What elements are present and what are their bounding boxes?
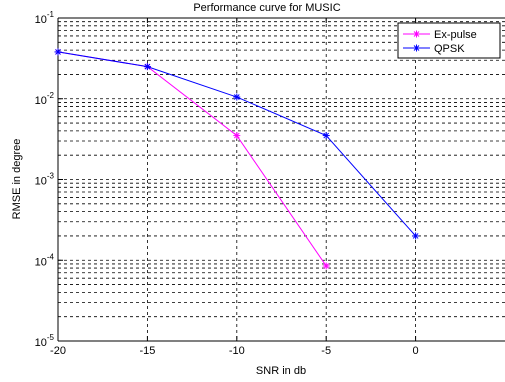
x-axis-label: SNR in db bbox=[256, 365, 306, 377]
data-point-ex-pulse bbox=[322, 262, 330, 270]
x-axis-ticks: -20 -15 -10 -5 0 bbox=[50, 18, 419, 357]
y-tick-label: 10-1 bbox=[35, 10, 55, 26]
chart-title: Performance curve for MUSIC bbox=[193, 2, 340, 14]
legend-item-qpsk: QPSK bbox=[403, 43, 465, 55]
y-tick-exponent: -2 bbox=[47, 91, 55, 100]
y-tick-label: 10-2 bbox=[35, 91, 55, 107]
marker-stroke bbox=[233, 132, 240, 139]
data-point-qpsk bbox=[322, 132, 330, 140]
marker-stroke bbox=[323, 132, 330, 139]
marker-stroke bbox=[323, 263, 330, 269]
y-tick-label: 10-3 bbox=[35, 172, 55, 188]
y-tick-exponent: -5 bbox=[47, 333, 55, 342]
legend-label: Ex-pulse bbox=[434, 29, 477, 41]
marker-stroke bbox=[144, 63, 151, 70]
marker-stroke bbox=[233, 94, 240, 100]
data-point-qpsk bbox=[233, 93, 241, 101]
marker-stroke bbox=[413, 45, 420, 51]
marker-stroke bbox=[55, 49, 61, 55]
data-point-qpsk bbox=[54, 48, 62, 56]
data-point-qpsk bbox=[412, 232, 420, 240]
x-tick-label: 0 bbox=[413, 345, 419, 357]
x-tick-label: -5 bbox=[321, 345, 331, 357]
legend-label: QPSK bbox=[434, 43, 465, 55]
y-axis-label: RMSE in degree bbox=[11, 139, 23, 220]
y-tick-base: 10 bbox=[35, 95, 47, 107]
y-axis-ticks: 10-510-410-310-210-1 bbox=[35, 10, 63, 349]
legend-box bbox=[397, 22, 501, 59]
y-tick-base: 10 bbox=[35, 337, 47, 349]
y-tick-exponent: -1 bbox=[47, 10, 55, 19]
y-tick-exponent: -3 bbox=[47, 172, 55, 181]
legend: Ex-pulse QPSK bbox=[397, 22, 501, 59]
y-tick-base: 10 bbox=[35, 176, 47, 188]
y-tick-label: 10-5 bbox=[35, 333, 55, 349]
legend-marker bbox=[413, 30, 420, 38]
marker-stroke bbox=[413, 31, 420, 37]
legend-item-ex-pulse: Ex-pulse bbox=[403, 29, 477, 41]
x-tick-label: -20 bbox=[50, 345, 66, 357]
series-qpsk bbox=[54, 48, 420, 240]
grid bbox=[58, 18, 505, 341]
x-tick-label: -10 bbox=[229, 345, 245, 357]
x-tick-label: -15 bbox=[139, 345, 155, 357]
data-point-qpsk bbox=[143, 63, 151, 71]
y-tick-label: 10-4 bbox=[35, 252, 55, 268]
marker-stroke bbox=[412, 233, 419, 239]
y-tick-exponent: -4 bbox=[47, 252, 55, 261]
y-tick-base: 10 bbox=[35, 256, 47, 268]
y-tick-base: 10 bbox=[35, 14, 47, 26]
legend-marker bbox=[413, 44, 420, 52]
data-point-ex-pulse bbox=[233, 132, 241, 140]
series-layer bbox=[54, 48, 420, 270]
